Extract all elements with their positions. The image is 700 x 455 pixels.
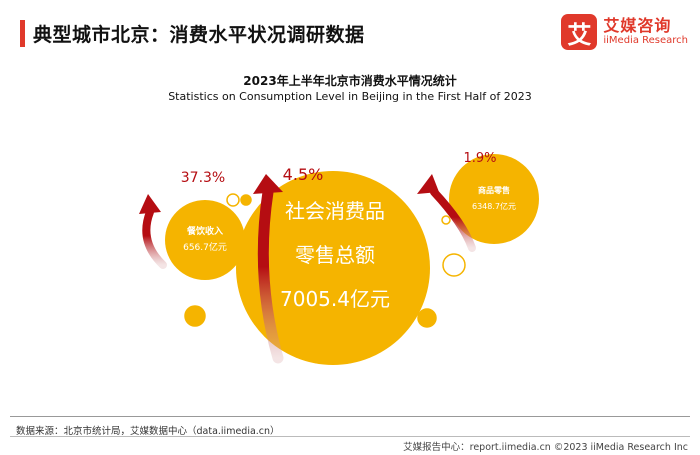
growth-arrow-goods bbox=[430, 188, 476, 252]
copyright: 艾媒报告中心：report.iimedia.cn ©2023 iiMedia R… bbox=[403, 442, 688, 453]
bubble-name-line: 零售总额 bbox=[295, 243, 375, 267]
bubble-value-catering: 656.7亿元 bbox=[183, 241, 227, 253]
title-accent-bar bbox=[20, 20, 25, 47]
logo-name-cn: 艾媒咨询 bbox=[603, 16, 672, 36]
logo-text: 艾媒咨询 iiMedia Research bbox=[603, 16, 688, 47]
bubble-value-goods: 6348.7亿元 bbox=[472, 201, 516, 211]
decor-circle bbox=[417, 308, 437, 328]
arrowhead-catering bbox=[139, 194, 161, 214]
growth-arrow-retail_total bbox=[257, 186, 284, 364]
growth-label-retail_total: 4.5% bbox=[283, 165, 324, 184]
bubble-name-line: 社会消费品 bbox=[285, 199, 385, 223]
bubble-retail_total bbox=[236, 171, 430, 365]
chart-title: 2023年上半年北京市消费水平情况统计 bbox=[243, 74, 457, 88]
title-bar: 典型城市北京：消费水平状况调研数据 bbox=[20, 20, 365, 47]
decor-circle bbox=[441, 215, 451, 225]
chart-subtitle: Statistics on Consumption Level in Beiji… bbox=[168, 90, 532, 103]
arrowhead-goods bbox=[417, 174, 439, 194]
brand-logo: 艾 艾媒咨询 iiMedia Research bbox=[561, 14, 688, 50]
footer-divider-bottom bbox=[10, 436, 690, 437]
logo-name-en: iiMedia Research bbox=[603, 35, 688, 47]
bubble-name-catering: 餐饮收入 bbox=[186, 225, 223, 237]
bubble-value-retail_total: 7005.4亿元 bbox=[280, 287, 390, 311]
decor-circle bbox=[442, 253, 466, 277]
growth-arrow-catering bbox=[142, 208, 167, 269]
decor-circle bbox=[226, 193, 240, 207]
bubble-goods bbox=[449, 154, 539, 244]
page-title: 典型城市北京：消费水平状况调研数据 bbox=[33, 24, 365, 46]
decor-circle bbox=[240, 194, 252, 206]
data-source: 数据来源：北京市统计局，艾媒数据中心（data.iimedia.cn） bbox=[16, 426, 280, 437]
footer-divider bbox=[10, 416, 690, 417]
bubble-catering bbox=[165, 200, 245, 280]
growth-label-catering: 37.3% bbox=[181, 170, 225, 186]
decor-circle bbox=[184, 305, 206, 327]
bubble-name-goods: 商品零售 bbox=[478, 185, 510, 195]
growth-label-goods: 1.9% bbox=[463, 151, 496, 166]
arrowhead-retail_total bbox=[253, 174, 283, 194]
logo-icon: 艾 bbox=[561, 14, 598, 50]
